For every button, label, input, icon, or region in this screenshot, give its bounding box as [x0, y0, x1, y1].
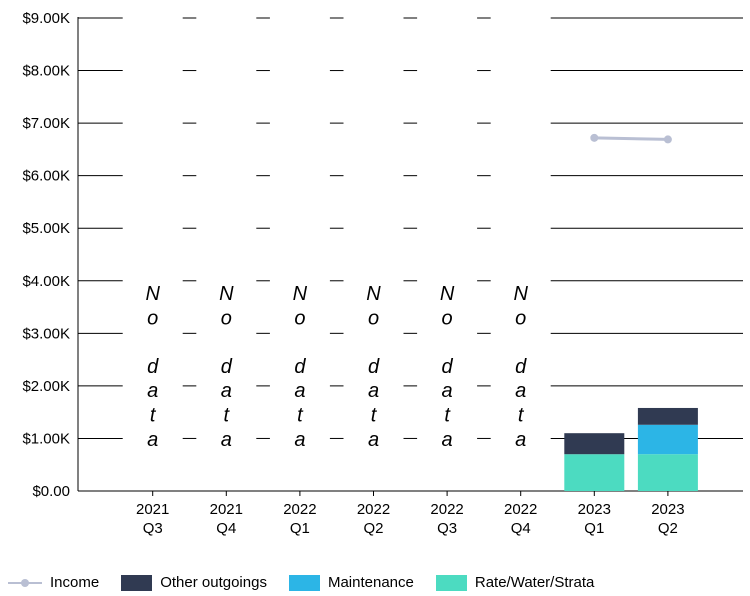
x-tick-label: Q2 [363, 520, 383, 537]
x-tick-label: 2022 [504, 501, 537, 518]
y-tick-label: $3.00K [22, 325, 70, 342]
x-tick-label: Q1 [290, 520, 310, 537]
no-data-label: o [368, 307, 379, 329]
no-data-label: t [150, 405, 157, 427]
chart-plot-area: $0.00 $1.00K $2.00K $3.00K $4.00K $5.00K $6.00… [22, 10, 743, 537]
no-data-label: a [147, 380, 158, 402]
x-tick-label: Q3 [143, 520, 163, 537]
no-data-label: N [513, 283, 528, 305]
x-tick-label: 2023 [578, 501, 611, 518]
bar-other-outgoings [637, 407, 698, 425]
no-data-label: d [221, 356, 233, 378]
no-data-label: t [444, 405, 451, 427]
income-point [590, 133, 599, 142]
no-data-label: a [294, 380, 305, 402]
no-data-label: N [440, 283, 455, 305]
legend-other-outgoings-swatch [121, 574, 153, 591]
no-data-label: a [442, 380, 453, 402]
y-tick-label: $9.00K [22, 10, 70, 27]
bar-other-outgoings [564, 433, 625, 455]
x-tick-label: 2022 [357, 501, 390, 518]
x-tick-label: Q4 [511, 520, 531, 537]
no-data-label: o [442, 307, 453, 329]
legend-maintenance-label: Maintenance [327, 574, 414, 591]
y-tick-label: $5.00K [22, 220, 70, 237]
legend-rate-water-strata-swatch [435, 574, 467, 591]
no-data-label: N [293, 283, 308, 305]
legend-other-outgoings-label: Other outgoings [160, 574, 267, 591]
bar-maintenance [637, 424, 698, 455]
legend-item-income[interactable]: Income [8, 574, 99, 591]
legend-item-rate-water-strata[interactable]: Rate/Water/Strata [435, 574, 595, 591]
no-data-label: d [442, 356, 454, 378]
x-tick-label: 2021 [210, 501, 243, 518]
legend-item-maintenance[interactable]: Maintenance [288, 574, 414, 591]
no-data-label: o [221, 307, 232, 329]
no-data-label: t [224, 405, 231, 427]
no-data-label: a [294, 429, 305, 451]
x-tick-label: Q2 [658, 520, 678, 537]
x-tick-label: Q3 [437, 520, 457, 537]
no-data-label: d [515, 356, 527, 378]
x-tick-label: 2022 [430, 501, 463, 518]
x-tick-label: Q4 [216, 520, 236, 537]
y-tick-label: $0.00 [32, 483, 70, 500]
no-data-label: o [515, 307, 526, 329]
no-data-label: o [294, 307, 305, 329]
bar-rate-water-strata [564, 454, 625, 491]
no-data-label: a [368, 429, 379, 451]
y-tick-label: $7.00K [22, 115, 70, 132]
no-data-label: t [518, 405, 525, 427]
no-data-label: a [515, 380, 526, 402]
no-data-label: a [515, 429, 526, 451]
no-data-label: d [294, 356, 306, 378]
legend-item-other-outgoings[interactable]: Other outgoings [121, 574, 267, 591]
x-tick-label: 2023 [651, 501, 684, 518]
bar-rate-water-strata [637, 454, 698, 491]
no-data-label: a [221, 380, 232, 402]
no-data-label: a [147, 429, 158, 451]
no-data-label: t [371, 405, 378, 427]
no-data-label: N [366, 283, 381, 305]
y-tick-label: $4.00K [22, 273, 70, 290]
y-tick-label: $1.00K [22, 430, 70, 447]
y-tick-label: $2.00K [22, 378, 70, 395]
legend-income-label: Income [50, 574, 100, 591]
legend-rate-water-strata-label: Rate/Water/Strata [474, 574, 595, 591]
no-data-label: a [368, 380, 379, 402]
chart-legend: Income Other outgoings Maintenance Rate/… [8, 574, 616, 591]
legend-maintenance-swatch [288, 574, 320, 591]
income-line [594, 136, 668, 141]
income-point [663, 135, 672, 144]
no-data-label: d [147, 356, 159, 378]
no-data-label: a [221, 429, 232, 451]
x-tick-label: 2021 [136, 501, 169, 518]
y-tick-label: $8.00K [22, 63, 70, 80]
no-data-label: o [147, 307, 158, 329]
no-data-label: t [297, 405, 304, 427]
x-tick-label: Q1 [584, 520, 604, 537]
x-tick-label: 2022 [283, 501, 316, 518]
y-tick-label: $6.00K [22, 168, 70, 185]
no-data-label: d [368, 356, 380, 378]
no-data-label: N [145, 283, 160, 305]
legend-income-marker [8, 575, 42, 591]
no-data-label: a [442, 429, 453, 451]
no-data-label: N [219, 283, 234, 305]
